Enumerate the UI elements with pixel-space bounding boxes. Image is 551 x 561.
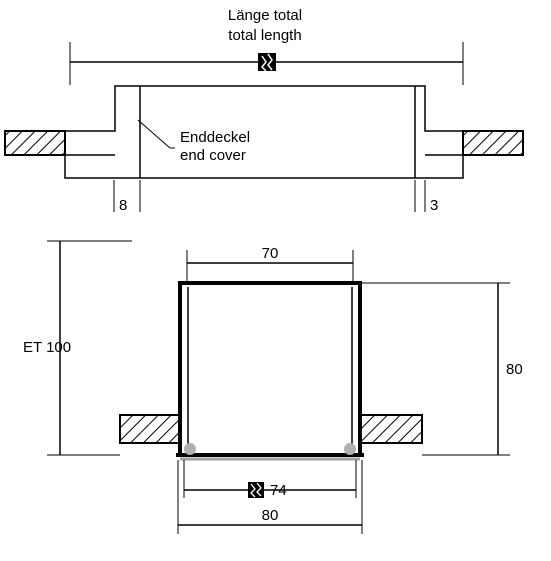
top-profile	[65, 86, 463, 178]
dim-70: 70	[187, 245, 353, 283]
dim-3: 3	[415, 180, 438, 214]
break-symbol-icon-2	[248, 482, 264, 498]
title-en: total length	[228, 27, 301, 44]
svg-text:80: 80	[506, 361, 523, 378]
svg-text:74: 74	[270, 482, 287, 499]
title-de: Länge total	[228, 7, 302, 24]
svg-text:ET 100: ET 100	[23, 339, 71, 356]
endcap-de: Enddeckel	[180, 129, 250, 146]
dim-74: 74	[184, 460, 356, 499]
hatch-front-right	[360, 415, 422, 443]
break-symbol-icon	[258, 53, 276, 71]
endcap-en: end cover	[180, 147, 246, 164]
svg-text:70: 70	[262, 245, 279, 262]
front-profile	[176, 283, 364, 459]
endcap-label: Enddeckel end cover	[138, 120, 250, 164]
dim-total-length: Länge total total length	[70, 7, 463, 85]
hatch-top-right	[463, 131, 523, 155]
hatch-front-left	[120, 415, 180, 443]
svg-text:8: 8	[119, 197, 127, 214]
svg-text:3: 3	[430, 197, 438, 214]
technical-drawing: Länge total total length End	[0, 0, 551, 561]
front-view: 70 ET 100 80	[23, 241, 523, 534]
svg-text:80: 80	[262, 507, 279, 524]
top-view: Länge total total length End	[5, 7, 523, 214]
dim-et100: ET 100	[23, 241, 132, 455]
hatch-top-left	[5, 131, 65, 155]
dim-8: 8	[114, 180, 140, 214]
